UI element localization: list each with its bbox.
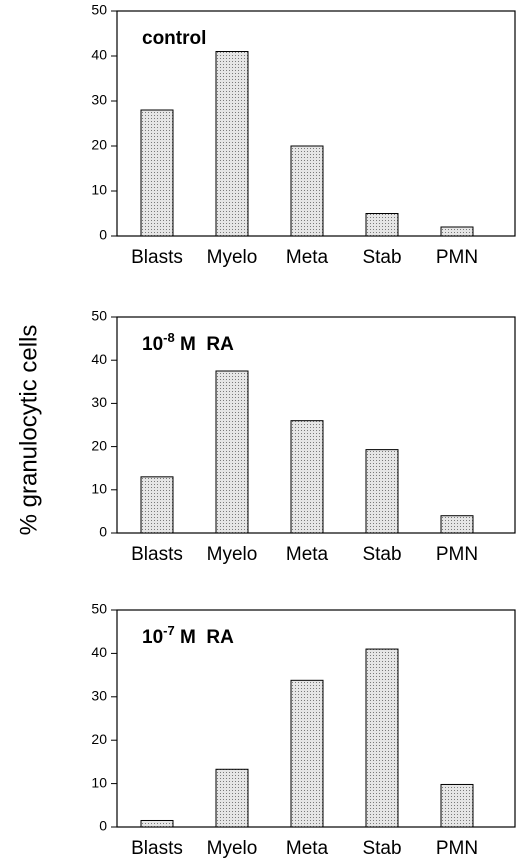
panel-label-prefix: 10 — [142, 334, 163, 355]
y-tick-label: 0 — [99, 818, 107, 834]
bar-myelo — [215, 768, 249, 828]
bar-pmn — [440, 515, 474, 534]
x-tick-label: Meta — [286, 247, 329, 268]
bar-stab — [365, 213, 399, 237]
bar-stab — [365, 648, 399, 828]
bar-meta — [290, 679, 324, 828]
x-tick-label: Meta — [286, 838, 329, 859]
bar-pmn — [440, 783, 474, 828]
y-tick-label: 30 — [91, 688, 107, 704]
x-tick-label: PMN — [436, 544, 478, 565]
panel-label: 10-8 M RA — [142, 330, 234, 355]
y-tick-label: 20 — [91, 437, 107, 453]
x-tick-label: PMN — [436, 247, 478, 268]
y-tick-label: 0 — [99, 227, 107, 243]
panel-label-exponent: -8 — [163, 330, 175, 345]
x-tick-label: Myelo — [207, 247, 258, 268]
x-tick-label: Meta — [286, 544, 329, 565]
y-tick-label: 0 — [99, 524, 107, 540]
y-axis-label: % granulocytic cells — [15, 325, 42, 536]
y-tick-label: 10 — [91, 774, 107, 790]
panel-label: control — [142, 28, 206, 49]
y-tick-label: 50 — [91, 2, 107, 18]
panel-label-suffix: M RA — [175, 334, 234, 355]
bar-myelo — [215, 370, 249, 534]
panel-label-exponent: -7 — [163, 623, 175, 638]
chart-panel-1: 0 10 20 30 40 50 Blasts Myelo Meta Stab PMN control — [91, 2, 516, 268]
x-tick-label: Blasts — [131, 247, 183, 268]
x-tick-label: PMN — [436, 838, 478, 859]
bar-meta — [290, 145, 324, 237]
y-tick-label: 40 — [91, 351, 107, 367]
x-tick-label: Stab — [362, 838, 401, 859]
bar-myelo — [215, 51, 249, 237]
y-tick-label: 20 — [91, 731, 107, 747]
panel-label-suffix: M RA — [175, 627, 234, 648]
y-tick-label: 50 — [91, 308, 107, 324]
x-tick-label: Blasts — [131, 544, 183, 565]
x-tick-label: Myelo — [207, 838, 258, 859]
panels: 0 10 20 30 40 50 Blasts Myelo Meta Stab PMN control… — [91, 2, 516, 859]
x-tick-label: Myelo — [207, 544, 258, 565]
panel-label-prefix: control — [142, 28, 206, 49]
y-tick-label: 20 — [91, 137, 107, 153]
y-tick-label: 10 — [91, 481, 107, 497]
bar-blasts — [140, 476, 174, 534]
y-tick-label: 30 — [91, 394, 107, 410]
bar-blasts — [140, 819, 174, 828]
bar-pmn — [440, 226, 474, 237]
bar-blasts — [140, 109, 174, 237]
panel-label-prefix: 10 — [142, 627, 163, 648]
bar-meta — [290, 420, 324, 534]
y-tick-label: 30 — [91, 92, 107, 108]
x-tick-label: Stab — [362, 247, 401, 268]
x-tick-label: Blasts — [131, 838, 183, 859]
y-tick-label: 40 — [91, 644, 107, 660]
y-tick-label: 10 — [91, 182, 107, 198]
y-tick-label: 50 — [91, 601, 107, 617]
y-tick-label: 40 — [91, 47, 107, 63]
x-tick-label: Stab — [362, 544, 401, 565]
bar-stab — [365, 449, 399, 534]
panel-label: 10-7 M RA — [142, 623, 234, 648]
